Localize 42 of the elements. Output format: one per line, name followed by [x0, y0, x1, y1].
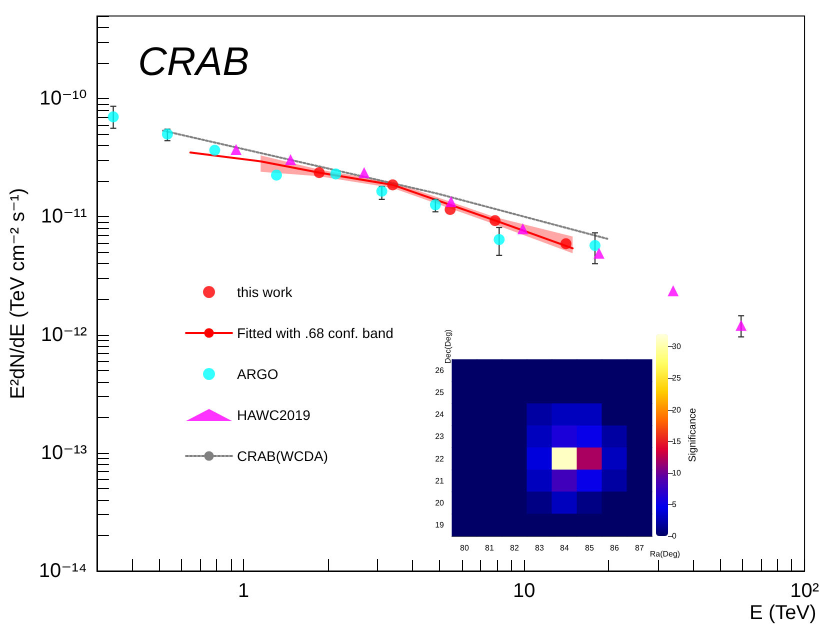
x-tick-label: 81 — [485, 544, 494, 552]
y-tick-label: 10⁻¹³ — [40, 442, 88, 464]
y-tick-label: 21 — [435, 476, 445, 486]
y-tick-label: 26 — [435, 366, 445, 376]
legend-label: CRAB(WCDA) — [237, 448, 328, 464]
x-tick-label: 85 — [585, 544, 594, 552]
y-axis-title: Dec(Deg) — [444, 329, 452, 364]
x-axis-title: Ra(Deg) — [650, 550, 680, 558]
x-tick-label: 83 — [535, 544, 544, 552]
x-tick-label: 86 — [610, 544, 620, 552]
y-axis-title: E²dN/dE (TeV cm⁻² s⁻¹) — [7, 188, 29, 400]
y-tick-label: 24 — [435, 410, 445, 420]
color-bar-label: 0 — [672, 532, 677, 540]
color-bar-label: 10 — [672, 468, 682, 478]
legend-label: Fitted with .68 conf. band — [237, 325, 394, 341]
y-tick-label: 22 — [435, 454, 445, 464]
x-tick-label: 80 — [460, 544, 470, 552]
y-tick-label: 19 — [435, 520, 445, 530]
legend-label: ARGO — [237, 366, 278, 382]
x-axis-title: E (TeV) — [750, 602, 816, 624]
y-tick-label: 10⁻¹² — [40, 324, 88, 346]
y-tick-label: 25 — [435, 388, 445, 398]
color-bar-label: 15 — [672, 436, 682, 446]
annotation: CRAB — [138, 40, 250, 84]
y-tick-label: 20 — [435, 498, 445, 508]
x-tick-label: 84 — [560, 544, 570, 552]
legend-label: this work — [237, 284, 294, 300]
y-tick-label: 10⁻¹¹ — [40, 206, 88, 228]
color-bar-label: 25 — [672, 374, 682, 383]
y-tick-label: 10⁻¹⁴ — [38, 560, 87, 582]
legend-label: HAWC2019 — [237, 407, 311, 423]
color-bar-title: Significance — [688, 408, 698, 462]
x-tick-label: 1 — [238, 580, 250, 602]
color-bar-label: 20 — [672, 405, 682, 414]
x-tick-label: 10² — [790, 580, 820, 602]
x-tick-label: 82 — [510, 544, 520, 552]
x-tick-label: 10 — [512, 580, 536, 602]
color-bar-label: 30 — [672, 342, 682, 352]
y-tick-label: 23 — [435, 432, 445, 442]
y-tick-label: 10⁻¹⁰ — [39, 88, 87, 110]
x-tick-label: 87 — [635, 544, 644, 552]
color-bar-label: 5 — [672, 500, 677, 509]
